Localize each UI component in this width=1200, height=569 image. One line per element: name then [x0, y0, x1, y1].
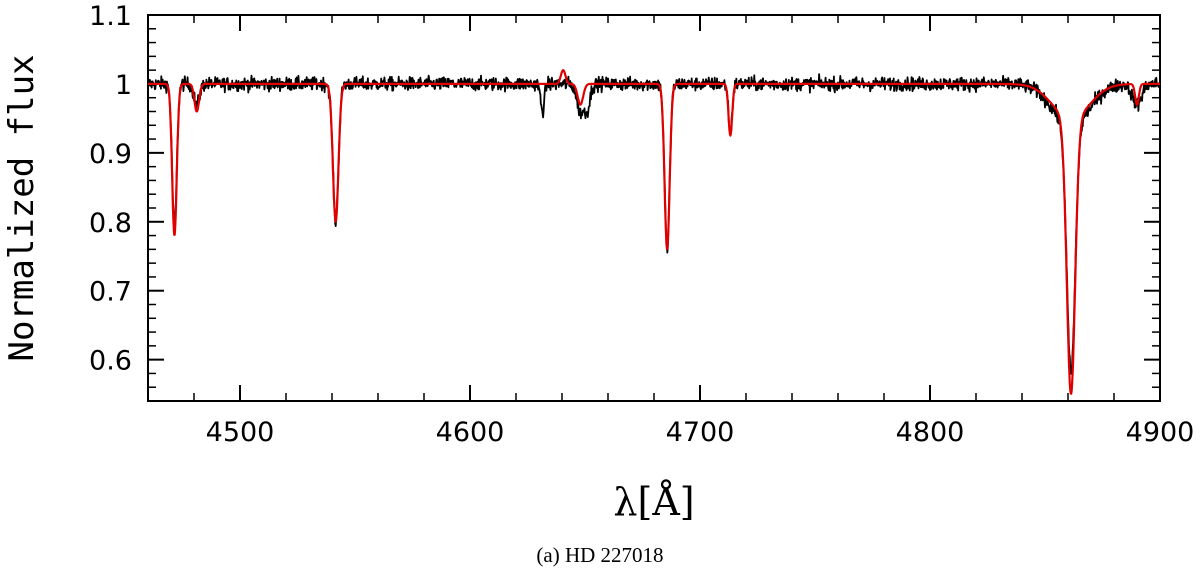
plot-frame	[147, 14, 1161, 402]
x-tick-label: 4900	[1126, 417, 1195, 448]
x-tick-label: 4500	[206, 417, 275, 448]
series-layer	[147, 69, 1161, 395]
model-spectrum-line	[147, 69, 1161, 395]
x-axis-title: λ[Å]	[613, 480, 694, 524]
observed-spectrum-line	[147, 73, 1161, 375]
major-ticks	[148, 14, 1161, 401]
y-tick-label: 0.8	[89, 208, 132, 239]
x-tick-label: 4800	[896, 417, 965, 448]
tick-labels: 4500 4600 4700 4800 4900 0.6 0.7 0.8 0.9 1 1.1	[89, 1, 1194, 448]
x-tick-label: 4700	[666, 417, 735, 448]
minor-ticks	[147, 15, 1160, 402]
y-tick-label: 1.1	[89, 1, 132, 32]
y-tick-label: 1	[115, 70, 132, 101]
y-tick-label: 0.9	[89, 139, 132, 170]
y-tick-label: 0.7	[89, 277, 132, 308]
figure-caption: (a) HD 227018	[536, 543, 663, 567]
y-axis-title: Normalized flux	[2, 54, 42, 361]
y-tick-label: 0.6	[89, 346, 132, 377]
x-tick-label: 4600	[436, 417, 505, 448]
